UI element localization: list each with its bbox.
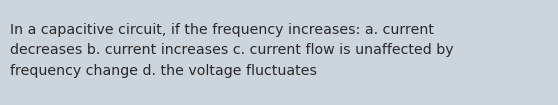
Text: In a capacitive circuit, if the frequency increases: a. current
decreases b. cur: In a capacitive circuit, if the frequenc… [10,23,454,78]
